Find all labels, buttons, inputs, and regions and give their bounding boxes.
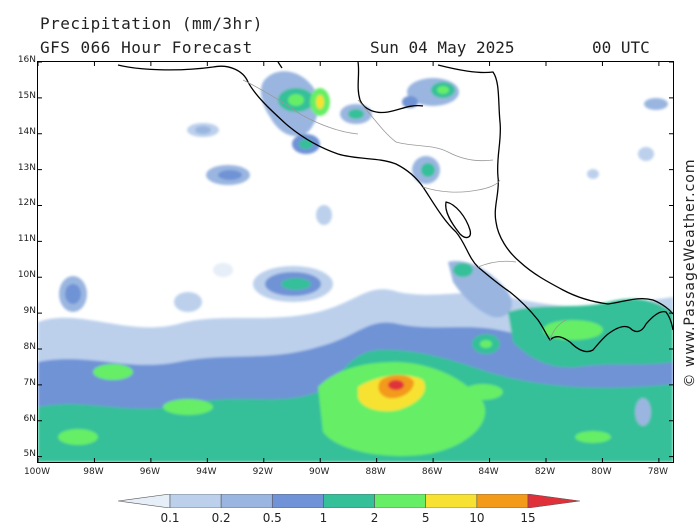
precip-cell-12n-90w — [316, 205, 332, 225]
lon-label-80w: 80W — [591, 467, 612, 477]
lon-label-86w: 86W — [421, 467, 443, 477]
legend-swatch — [271, 494, 324, 508]
map-title: Precipitation (mm/3hr) — [40, 14, 263, 33]
lat-label-10n: 10N — [17, 270, 36, 281]
legend-label: 1 — [319, 511, 328, 525]
legend-swatch — [425, 494, 478, 508]
coastline — [117, 62, 673, 353]
legend-swatch — [220, 494, 273, 508]
coastline-gulf-honduras — [357, 62, 424, 114]
legend-label: 0.1 — [160, 511, 180, 525]
lon-label-78w: 78W — [647, 467, 669, 477]
lat-label-6n: 6N — [23, 413, 36, 424]
legend-label: 10 — [469, 511, 485, 525]
map-ticks — [38, 62, 673, 462]
country-borders — [242, 79, 567, 341]
legend-label: 15 — [520, 511, 536, 525]
lat-label-9n: 9N — [23, 306, 36, 317]
watermark-text: © www.PassageWeather.com — [682, 158, 698, 388]
lake-nicaragua — [445, 201, 472, 239]
lon-label-84w: 84W — [478, 467, 499, 477]
lat-label-16n: 16N — [17, 55, 36, 65]
legend-label: 5 — [421, 511, 430, 525]
lat-label-11n: 11N — [17, 234, 36, 245]
watermark: © www.PassageWeather.com — [678, 150, 700, 400]
lon-label-98w: 98W — [83, 467, 104, 477]
coastline-caribbean — [437, 64, 673, 315]
lat-label-7n: 7N — [23, 377, 36, 388]
lon-label-96w: 96W — [139, 467, 161, 477]
precipitation-map[interactable] — [37, 61, 674, 463]
lon-label-90w: 90W — [309, 467, 330, 477]
forecast-date: Sun 04 May 2025 — [370, 38, 515, 57]
legend-arrow-high — [527, 494, 580, 508]
legend-swatch — [374, 494, 427, 508]
legend-swatch — [476, 494, 529, 508]
lat-label-14n: 14N — [17, 126, 36, 137]
forecast-time: 00 UTC — [592, 38, 650, 57]
precip-cell-9-8n-93w — [213, 263, 233, 277]
lat-label-12n: 12N — [17, 198, 36, 209]
color-scale-legend — [118, 494, 580, 508]
legend-swatch — [323, 494, 375, 508]
coastline-yucatan-north — [277, 62, 283, 69]
legend-label: 2 — [370, 511, 379, 525]
precip-field — [38, 71, 673, 462]
lon-label-88w: 88W — [365, 467, 386, 477]
lat-label-15n: 15N — [17, 90, 36, 101]
legend-label: 0.2 — [211, 511, 231, 525]
lon-label-94w: 94W — [196, 467, 217, 477]
lon-label-82w: 82W — [534, 467, 556, 477]
legend-label: 0.5 — [262, 511, 282, 525]
lat-label-8n: 8N — [23, 341, 36, 352]
legend-arrow-low — [118, 494, 171, 508]
map-canvas — [38, 62, 673, 462]
precip-core-red — [388, 380, 404, 390]
coastline-pacific — [117, 64, 673, 353]
lon-label-100w: 100W — [23, 467, 51, 477]
legend-swatch — [169, 494, 222, 508]
lon-label-92w: 92W — [252, 467, 273, 477]
precip-cell-9n-94w — [174, 292, 202, 312]
forecast-subtitle: GFS 066 Hour Forecast — [40, 38, 253, 57]
lat-label-13n: 13N — [17, 162, 36, 173]
precip-cell-east — [644, 98, 668, 110]
lat-label-5n: 5N — [23, 449, 36, 459]
precip-core-bright — [318, 362, 486, 456]
